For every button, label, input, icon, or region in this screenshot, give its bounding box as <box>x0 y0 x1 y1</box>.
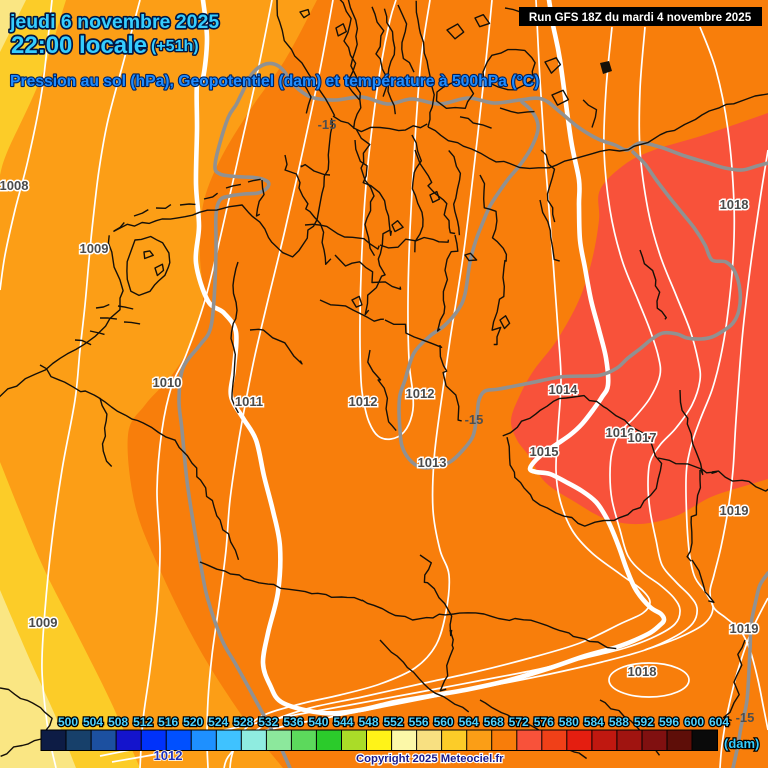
svg-text:580: 580 <box>559 715 579 729</box>
svg-text:1016: 1016 <box>606 425 635 440</box>
svg-text:(dam): (dam) <box>724 736 759 751</box>
svg-text:552: 552 <box>383 715 403 729</box>
svg-text:548: 548 <box>358 715 378 729</box>
svg-text:520: 520 <box>183 715 203 729</box>
svg-text:1009: 1009 <box>80 241 109 256</box>
svg-text:1012: 1012 <box>349 394 378 409</box>
svg-text:1019: 1019 <box>730 621 759 636</box>
svg-text:(+51h): (+51h) <box>151 38 199 55</box>
svg-text:1012: 1012 <box>154 748 183 763</box>
svg-text:1019: 1019 <box>720 503 749 518</box>
svg-text:jeudi 6 novembre 2025: jeudi 6 novembre 2025 <box>9 11 219 33</box>
svg-text:560: 560 <box>434 715 454 729</box>
svg-text:1011: 1011 <box>235 394 263 409</box>
svg-text:600: 600 <box>684 715 704 729</box>
svg-text:504: 504 <box>83 715 103 729</box>
svg-text:528: 528 <box>233 715 253 729</box>
svg-text:592: 592 <box>634 715 654 729</box>
svg-text:1017: 1017 <box>628 430 657 445</box>
svg-text:524: 524 <box>208 715 228 729</box>
svg-text:1014: 1014 <box>549 382 579 397</box>
svg-text:1010: 1010 <box>153 375 182 390</box>
svg-text:-15: -15 <box>318 117 337 132</box>
svg-text:588: 588 <box>609 715 629 729</box>
svg-text:544: 544 <box>333 715 353 729</box>
svg-text:576: 576 <box>534 715 554 729</box>
svg-text:540: 540 <box>308 715 328 729</box>
svg-text:512: 512 <box>133 715 153 729</box>
svg-text:556: 556 <box>409 715 429 729</box>
svg-text:Copyright 2025 Meteociel.fr: Copyright 2025 Meteociel.fr <box>356 753 504 765</box>
svg-text:1018: 1018 <box>628 664 657 679</box>
svg-text:508: 508 <box>108 715 128 729</box>
svg-text:584: 584 <box>584 715 604 729</box>
svg-text:-15: -15 <box>736 710 755 725</box>
svg-text:1012: 1012 <box>406 386 435 401</box>
svg-text:22:00 locale: 22:00 locale <box>11 32 147 59</box>
svg-text:532: 532 <box>258 715 278 729</box>
svg-text:568: 568 <box>484 715 504 729</box>
svg-text:596: 596 <box>659 715 679 729</box>
svg-text:1015: 1015 <box>530 444 559 459</box>
svg-text:Pression au sol (hPa), Geopote: Pression au sol (hPa), Geopotentiel (dam… <box>10 73 539 90</box>
svg-text:536: 536 <box>283 715 303 729</box>
svg-text:604: 604 <box>709 715 729 729</box>
svg-text:564: 564 <box>459 715 479 729</box>
svg-text:1009: 1009 <box>29 615 58 630</box>
svg-text:Run GFS 18Z du mardi 4 novembr: Run GFS 18Z du mardi 4 novembre 2025 <box>529 11 752 24</box>
svg-text:572: 572 <box>509 715 529 729</box>
svg-text:500: 500 <box>58 715 78 729</box>
svg-text:1008: 1008 <box>0 178 28 193</box>
svg-text:-15: -15 <box>465 412 484 427</box>
svg-text:1013: 1013 <box>418 455 447 470</box>
svg-text:516: 516 <box>158 715 178 729</box>
svg-text:1018: 1018 <box>720 197 749 212</box>
